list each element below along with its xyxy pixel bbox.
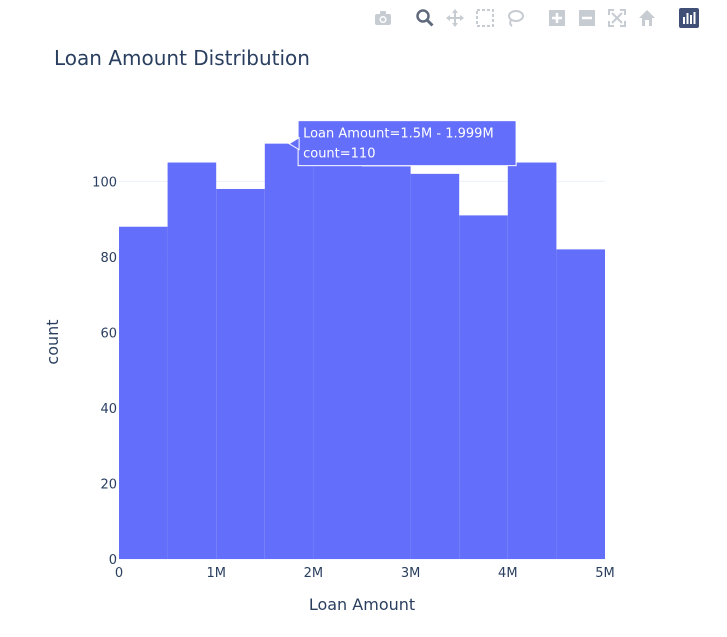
x-tick-label: 3M xyxy=(401,566,421,581)
hover-tooltip-line1: Loan Amount=1.5M - 1.999M xyxy=(303,127,494,142)
tick-labels: 0 20 40 60 80 100 0 1M 2M 3M 4M 5M xyxy=(92,175,615,581)
histogram-bars[interactable] xyxy=(119,143,605,560)
camera-icon[interactable] xyxy=(372,7,394,29)
chart-title: Loan Amount Distribution xyxy=(54,46,310,70)
x-tick-label: 2M xyxy=(304,566,324,581)
hover-tooltip: Loan Amount=1.5M - 1.999M count=110 xyxy=(288,120,517,167)
hover-tooltip-box xyxy=(297,120,517,167)
histogram-bar[interactable] xyxy=(507,162,557,559)
y-tick-label: 80 xyxy=(100,251,117,266)
x-axis-title: Loan Amount xyxy=(309,595,415,614)
plotly-logo-icon[interactable] xyxy=(678,7,700,29)
zoom-out-icon[interactable] xyxy=(576,7,598,29)
autoscale-icon[interactable] xyxy=(606,7,628,29)
hover-tooltip-pointer xyxy=(288,136,300,151)
histogram-bar[interactable] xyxy=(410,173,460,560)
y-tick-label: 20 xyxy=(100,477,117,492)
reset-axes-icon[interactable] xyxy=(636,7,658,29)
y-tick-label: 0 xyxy=(109,553,117,568)
x-tick-label: 5M xyxy=(595,566,615,581)
histogram-bar[interactable] xyxy=(119,226,168,560)
x-tick-label: 4M xyxy=(498,566,518,581)
lasso-select-icon[interactable] xyxy=(504,7,526,29)
hover-tooltip-line2: count=110 xyxy=(303,147,375,162)
zoom-in-icon[interactable] xyxy=(546,7,568,29)
y-tick-label: 100 xyxy=(92,175,117,190)
x-tick-label: 1M xyxy=(206,566,226,581)
box-select-icon[interactable] xyxy=(474,7,496,29)
pan-icon[interactable] xyxy=(444,7,466,29)
histogram-bar[interactable] xyxy=(264,143,314,560)
histogram-bar[interactable] xyxy=(556,249,605,559)
y-axis-title: count xyxy=(43,319,62,364)
zoom-icon[interactable] xyxy=(414,7,436,29)
modebar-toolbar xyxy=(372,6,708,30)
histogram-bar[interactable] xyxy=(216,188,265,559)
y-tick-label: 40 xyxy=(100,402,117,417)
histogram-bar[interactable] xyxy=(167,162,217,559)
histogram-bar[interactable] xyxy=(362,166,411,559)
histogram-bar[interactable] xyxy=(313,151,362,559)
x-tick-label: 0 xyxy=(115,566,123,581)
y-tick-label: 60 xyxy=(100,326,117,341)
histogram-bar[interactable] xyxy=(459,215,508,559)
